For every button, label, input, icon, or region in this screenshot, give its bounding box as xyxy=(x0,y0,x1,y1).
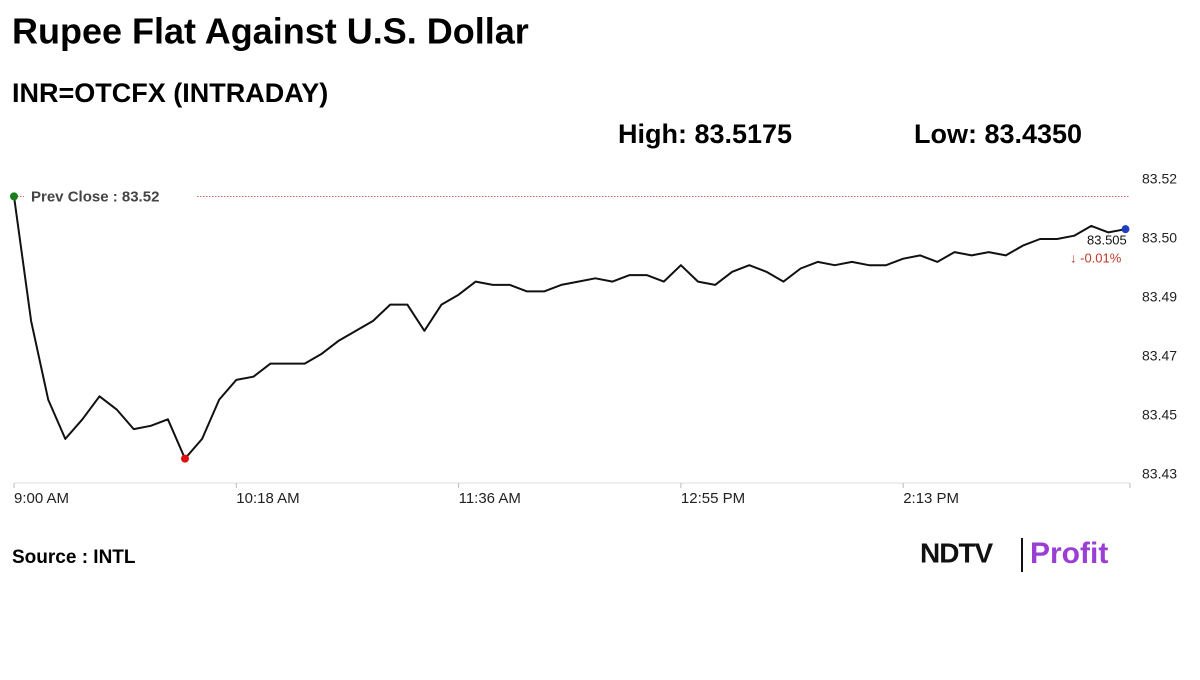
y-tick-label: 83.45 xyxy=(1142,407,1177,423)
change-label: ↓ -0.01% xyxy=(1070,251,1122,266)
low-dot xyxy=(181,454,189,463)
high-label: High: 83.5175 xyxy=(618,119,792,149)
reference-label-bg xyxy=(24,186,196,207)
y-tick-label: 83.43 xyxy=(1142,466,1177,482)
x-tick-label: 11:36 AM xyxy=(459,490,521,507)
reference-label: Prev Close : 83.52 xyxy=(31,188,159,205)
x-tick-label: 10:18 AM xyxy=(236,490,299,507)
logo-ndtv: NDTV xyxy=(920,537,994,568)
chart-title: Rupee Flat Against U.S. Dollar xyxy=(12,11,529,52)
last-dot xyxy=(1121,225,1130,234)
start-dot xyxy=(10,192,18,201)
y-tick-label: 83.50 xyxy=(1142,230,1177,246)
x-tick-label: 12:55 PM xyxy=(681,490,745,507)
y-tick-label: 83.52 xyxy=(1142,171,1177,187)
x-tick-label: 2:13 PM xyxy=(903,490,959,507)
last-value-label: 83.505 xyxy=(1087,233,1127,248)
y-tick-label: 83.47 xyxy=(1142,348,1177,364)
logo-profit: Profit xyxy=(1030,537,1108,570)
source: Source : INTL xyxy=(12,547,136,568)
low-label: Low: 83.4350 xyxy=(914,119,1082,149)
x-tick-label: 9:00 AM xyxy=(14,490,69,507)
price-line xyxy=(13,196,1126,460)
chart-subtitle: INR=OTCFX (INTRADAY) xyxy=(12,78,328,108)
y-tick-label: 83.49 xyxy=(1142,289,1177,305)
